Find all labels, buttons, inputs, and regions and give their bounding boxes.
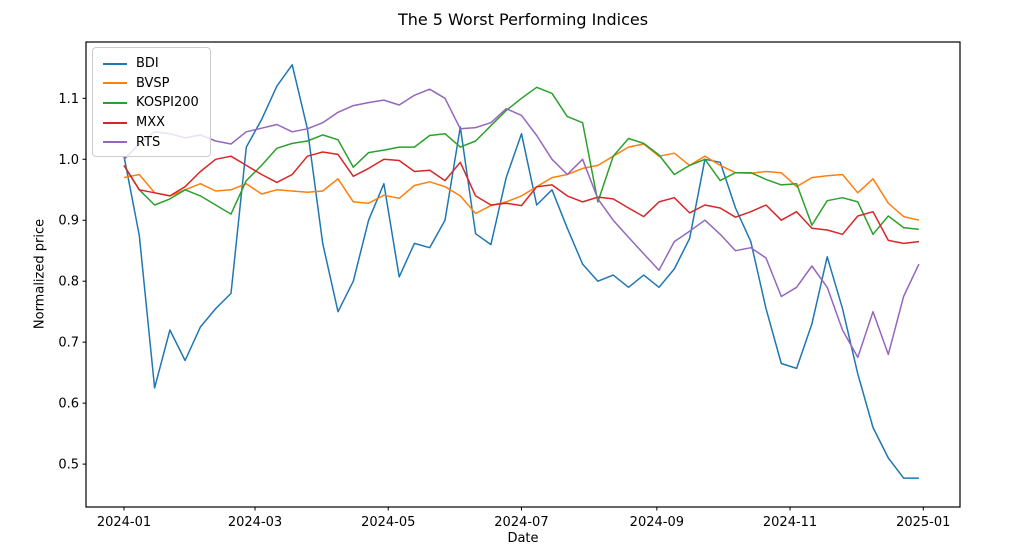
- legend-label-kospi200: KOSPI200: [136, 95, 199, 111]
- series-line-bdi: [123, 64, 919, 479]
- axes-spines: [85, 41, 961, 508]
- bdi-legend-line-icon: [103, 62, 127, 65]
- y-tick-label: 0.7: [58, 336, 79, 351]
- rts-legend-line-icon: [103, 141, 127, 144]
- y-tick-label: 0.6: [58, 397, 79, 412]
- x-tick-label: 2024-07: [494, 515, 548, 530]
- series-line-bvsp: [123, 143, 920, 221]
- series-line-mxx: [123, 151, 919, 245]
- y-tick-label: 0.5: [58, 458, 79, 473]
- y-tick-label: 0.9: [58, 214, 79, 229]
- bvsp-legend-line-icon: [103, 82, 127, 85]
- legend-item-mxx: MXX: [103, 113, 202, 133]
- y-tick-label: 1.1: [58, 92, 79, 107]
- x-tick-label: 2024-03: [228, 515, 282, 530]
- y-tick-label: 0.8: [58, 275, 79, 290]
- x-tick-label: 2024-11: [763, 515, 817, 530]
- legend-item-bdi: BDI: [103, 54, 202, 74]
- legend-label-mxx: MXX: [136, 115, 166, 131]
- legend-label-bdi: BDI: [136, 56, 159, 72]
- chart-title: The 5 Worst Performing Indices: [397, 10, 649, 29]
- mxx-legend-line-icon: [103, 121, 127, 124]
- legend-item-bvsp: BVSP: [103, 74, 202, 94]
- legend-item-rts: RTS: [103, 132, 202, 152]
- legend-item-kospi200: KOSPI200: [103, 93, 202, 113]
- x-tick-label: 2024-09: [630, 515, 684, 530]
- x-tick-label: 2024-01: [97, 515, 151, 530]
- series-line-kospi200: [123, 86, 919, 236]
- legend: BDI BVSP KOSPI200 MXX RTS: [92, 47, 211, 157]
- series-line-rts: [123, 88, 920, 359]
- x-tick-label: 2024-05: [361, 515, 415, 530]
- x-axis-label: Date: [507, 531, 539, 544]
- y-tick-label: 1.0: [58, 153, 79, 168]
- x-tick-label: 2025-01: [896, 515, 950, 530]
- kospi200-legend-line-icon: [103, 101, 127, 104]
- legend-label-bvsp: BVSP: [136, 75, 170, 91]
- legend-label-rts: RTS: [136, 134, 161, 150]
